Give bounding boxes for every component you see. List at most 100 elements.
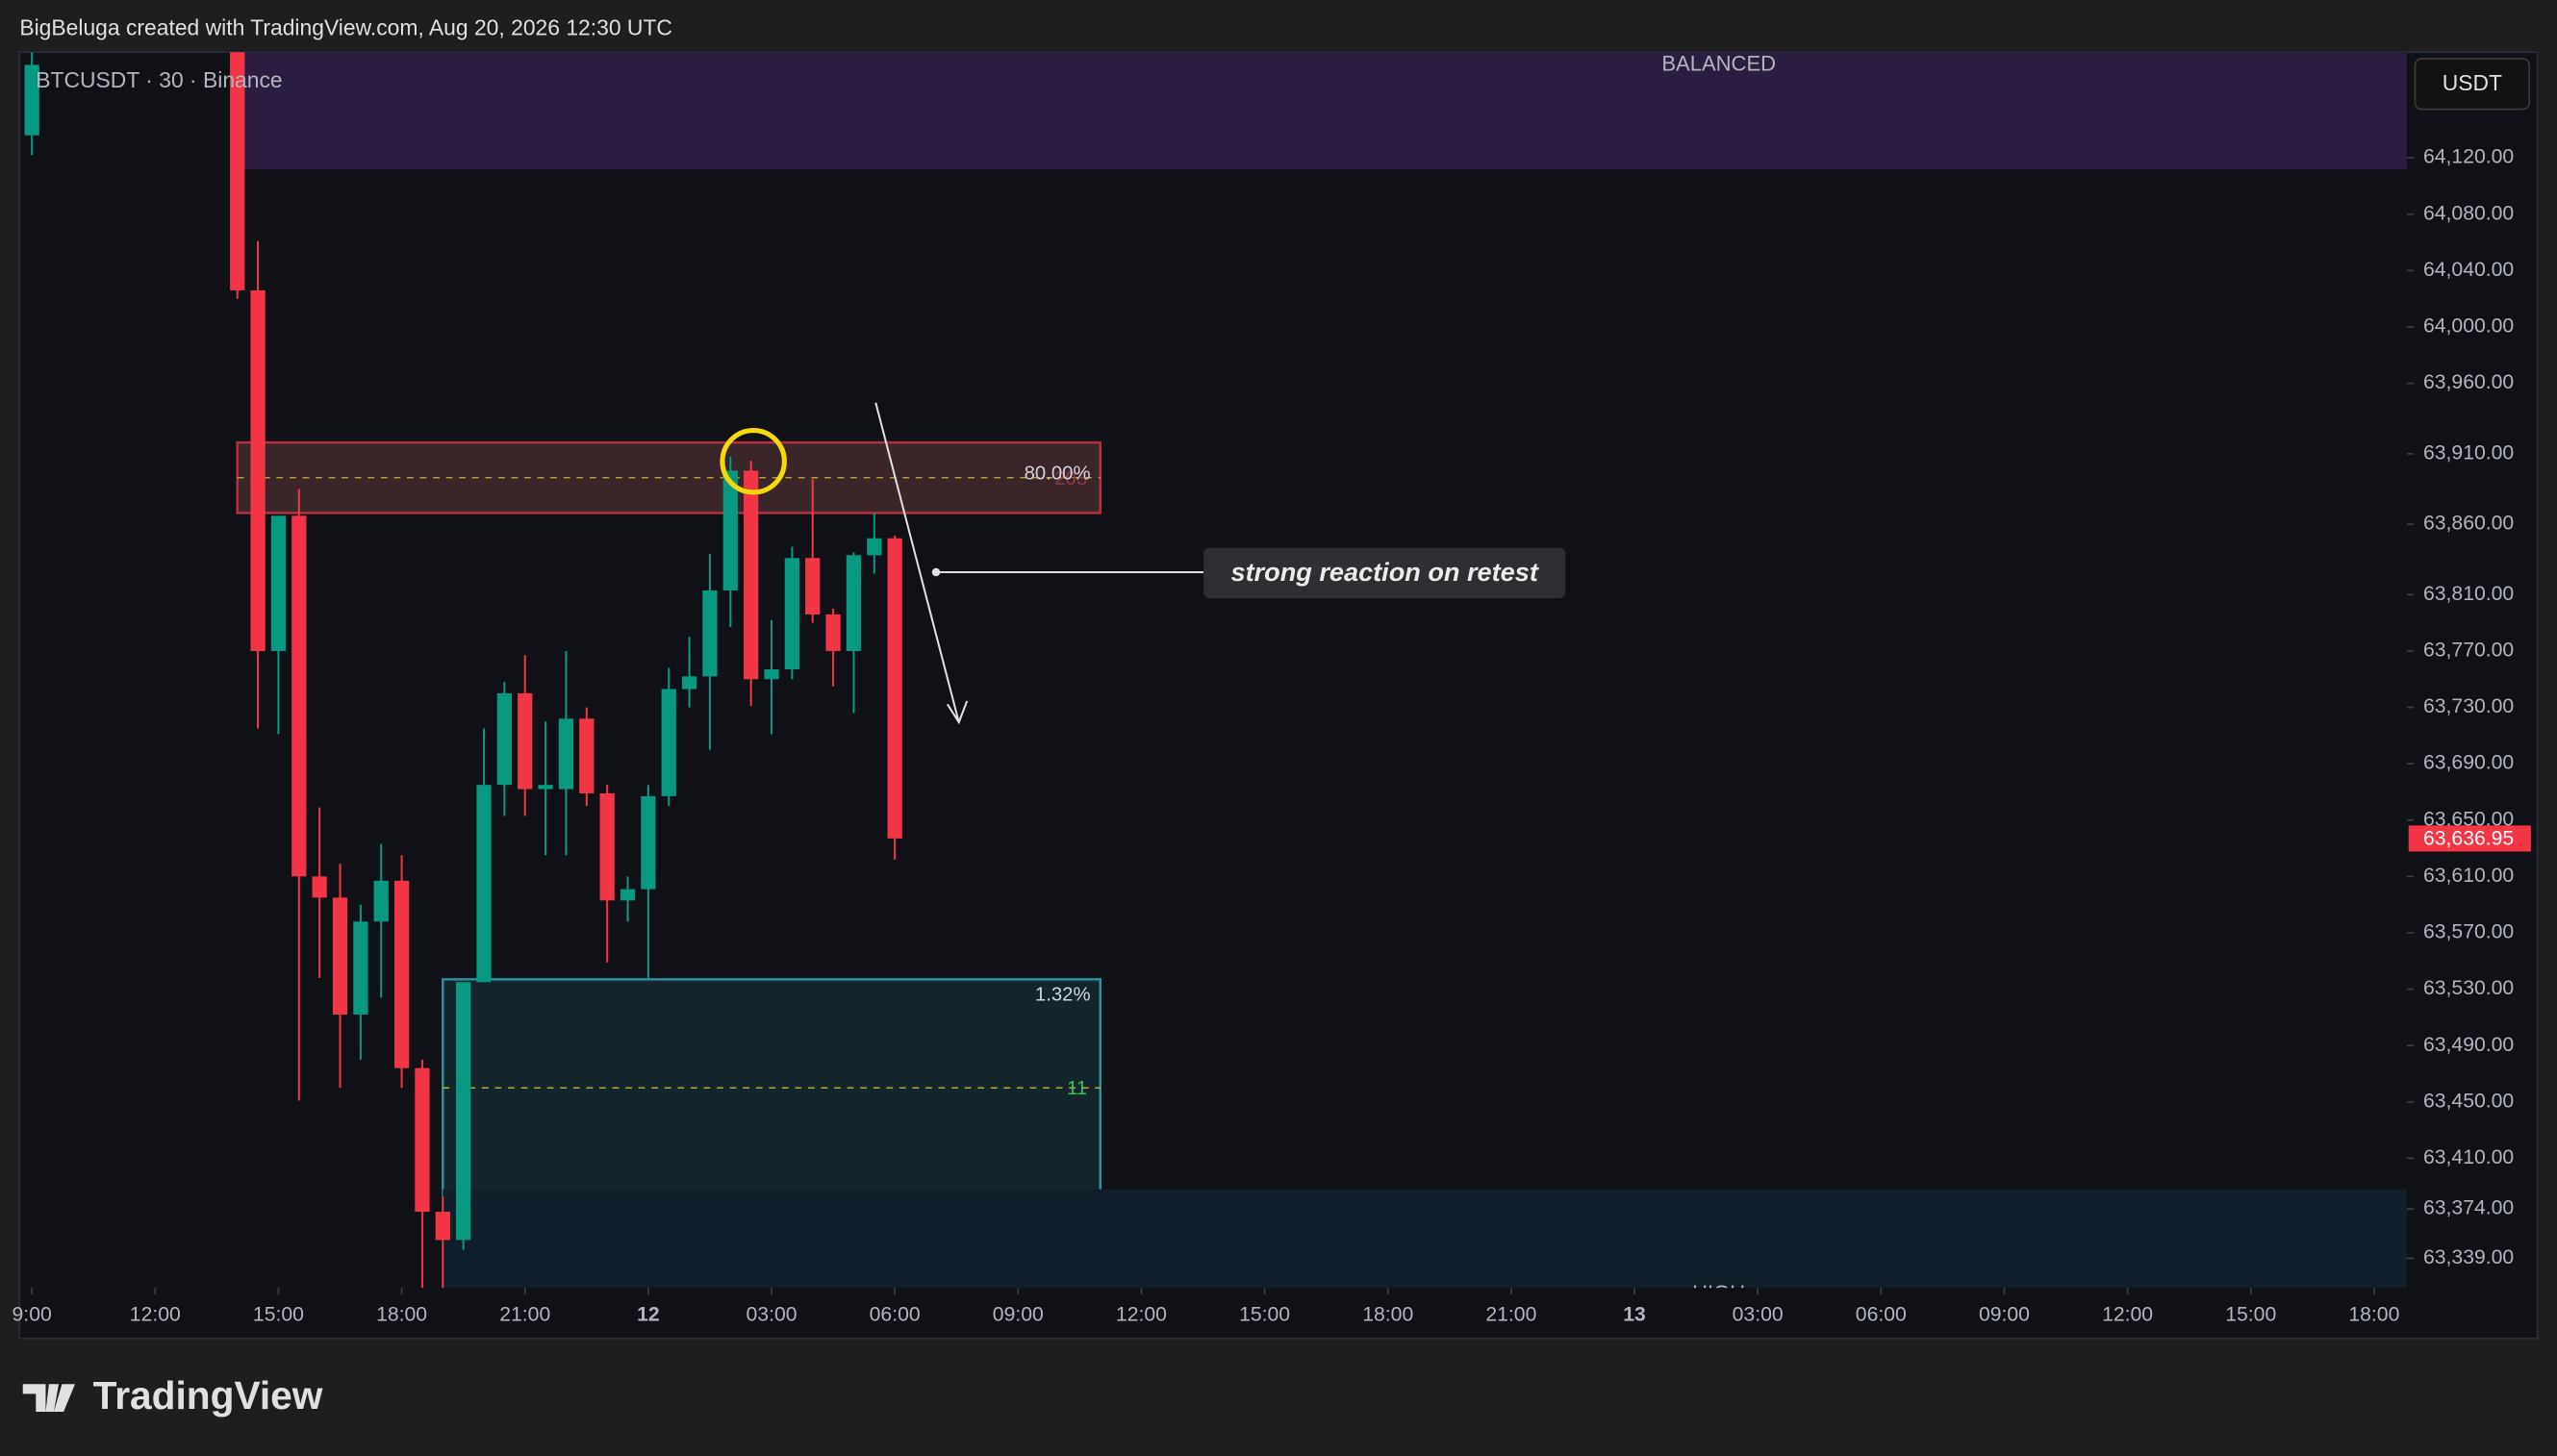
x-tick-label: 03:00 xyxy=(747,1304,797,1326)
last-price-box xyxy=(2408,825,2531,852)
candle-body xyxy=(373,880,389,922)
zone-label: HIGH xyxy=(1692,1281,1745,1305)
zone-label: 80.00% xyxy=(1025,464,1091,485)
symbol-label: BTCUSDT · 30 · Binance xyxy=(36,67,282,92)
candle-body xyxy=(681,676,697,690)
logo: TradingView xyxy=(22,1373,323,1418)
candle-body xyxy=(599,792,615,901)
y-tick-label: 63,339.00 xyxy=(2423,1246,2514,1268)
candle-body xyxy=(846,555,862,651)
x-tick-label: 03:00 xyxy=(1733,1304,1784,1326)
x-tick-label: 12 xyxy=(637,1304,660,1326)
candle-body xyxy=(702,590,718,677)
x-tick-label: 15:00 xyxy=(1239,1304,1290,1326)
candle-body xyxy=(558,718,574,790)
x-tick-label: 09:00 xyxy=(1979,1304,2030,1326)
zone xyxy=(443,1189,2408,1289)
x-tick-label: 15:00 xyxy=(253,1304,304,1326)
y-tick-label: 63,960.00 xyxy=(2423,371,2514,393)
y-tick-label: 63,910.00 xyxy=(2423,441,2514,464)
x-tick-label: 06:00 xyxy=(870,1304,921,1326)
x-tick-label: 21:00 xyxy=(1485,1304,1536,1326)
y-tick-label: 63,690.00 xyxy=(2423,752,2514,774)
zone-sublabel: 11 xyxy=(1067,1078,1087,1099)
candle-body xyxy=(518,692,533,790)
y-tick-label: 63,374.00 xyxy=(2423,1197,2514,1219)
candle-body xyxy=(620,889,636,901)
y-tick-label: 63,610.00 xyxy=(2423,865,2514,887)
annotation-text: strong reaction on retest xyxy=(1231,557,1539,587)
y-tick-label: 63,860.00 xyxy=(2423,513,2514,535)
y-tick-label: 64,080.00 xyxy=(2423,202,2514,224)
candle-body xyxy=(415,1067,430,1213)
candle-body xyxy=(538,785,553,790)
chart-pane xyxy=(18,51,2539,1340)
candle-body xyxy=(887,538,902,839)
candle-body xyxy=(641,795,656,890)
candle-body xyxy=(332,897,348,1015)
y-tick-label: 63,770.00 xyxy=(2423,640,2514,662)
x-tick-label: 18:00 xyxy=(2348,1304,2399,1326)
x-tick-label: 21:00 xyxy=(499,1304,550,1326)
logo-icon xyxy=(22,1384,75,1413)
highlight-circle xyxy=(720,428,787,495)
candle-body xyxy=(476,785,492,983)
x-tick-label: 18:00 xyxy=(376,1304,427,1326)
candle-body xyxy=(312,876,327,898)
candle-body xyxy=(270,515,287,651)
candle-body xyxy=(825,614,841,651)
candle-body xyxy=(867,538,882,556)
attribution: BigBeluga created with TradingView.com, … xyxy=(19,15,672,40)
zone xyxy=(442,978,1102,1196)
y-tick-label: 63,570.00 xyxy=(2423,921,2514,943)
currency-button[interactable] xyxy=(2414,58,2531,111)
candle-body xyxy=(744,470,759,680)
y-tick-label: 63,730.00 xyxy=(2423,695,2514,717)
candle-body xyxy=(784,558,799,670)
x-tick-label: 9:00 xyxy=(13,1304,52,1326)
zone-sublabel: 203 xyxy=(1054,468,1087,490)
x-tick-label: 09:00 xyxy=(993,1304,1044,1326)
y-tick-label: 63,450.00 xyxy=(2423,1090,2514,1112)
brand: TradingView xyxy=(93,1373,323,1418)
y-tick-label: 63,530.00 xyxy=(2423,977,2514,999)
arrow-head xyxy=(947,700,969,725)
last-price-label: 63,636.95 xyxy=(2423,827,2514,849)
y-tick-label: 63,410.00 xyxy=(2423,1146,2514,1168)
candle-body xyxy=(661,689,676,796)
x-tick-label: 12:00 xyxy=(1116,1304,1167,1326)
candle-body xyxy=(250,289,266,651)
candle-body xyxy=(291,515,307,877)
candle-body xyxy=(435,1212,450,1241)
annotation-box xyxy=(1203,547,1566,599)
candle-body xyxy=(805,558,821,615)
y-tick-label: 63,490.00 xyxy=(2423,1034,2514,1056)
candle-body xyxy=(579,718,595,793)
y-tick-label: 64,040.00 xyxy=(2423,259,2514,281)
x-tick-label: 12:00 xyxy=(2102,1304,2153,1326)
candle-body xyxy=(722,470,738,590)
candle-body xyxy=(24,64,39,136)
candle-body xyxy=(353,921,368,1015)
x-tick-label: 15:00 xyxy=(2225,1304,2276,1326)
zone xyxy=(237,52,2408,169)
zone-label: 1.32% xyxy=(1035,985,1091,1006)
candle-body xyxy=(393,880,410,1068)
x-tick-label: 18:00 xyxy=(1362,1304,1413,1326)
currency-label: USDT xyxy=(2443,70,2502,95)
x-tick-label: 13 xyxy=(1623,1304,1646,1326)
y-tick-label: 63,810.00 xyxy=(2423,583,2514,605)
candle-body xyxy=(496,692,512,786)
x-tick-label: 06:00 xyxy=(1856,1304,1907,1326)
arrow xyxy=(874,402,960,723)
zone-label: BALANCED xyxy=(1661,52,1776,76)
x-tick-label: 12:00 xyxy=(130,1304,181,1326)
candle-body xyxy=(456,982,471,1241)
y-tick-label: 64,120.00 xyxy=(2423,146,2514,168)
candle-body xyxy=(230,52,245,290)
candle-body xyxy=(764,669,779,680)
y-tick-label: 63,650.00 xyxy=(2423,808,2514,830)
